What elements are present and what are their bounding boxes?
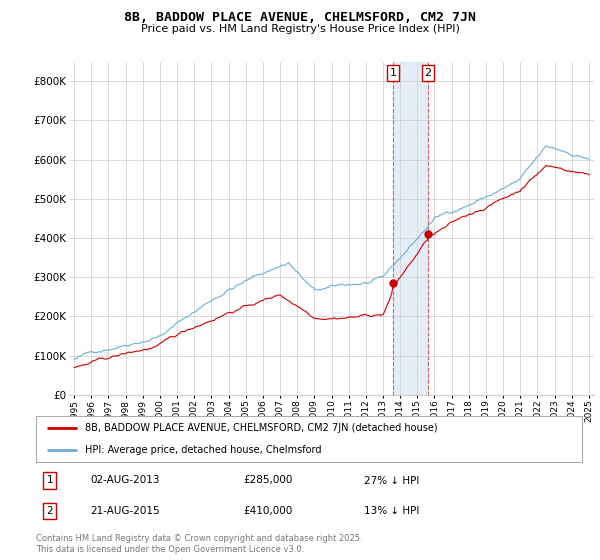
Text: 02-AUG-2013: 02-AUG-2013 [91,475,160,486]
Bar [393,62,428,395]
Text: Contains HM Land Registry data © Crown copyright and database right 2025.
This d: Contains HM Land Registry data © Crown c… [36,534,362,554]
Text: 21-AUG-2015: 21-AUG-2015 [91,506,160,516]
Text: 2: 2 [424,68,431,78]
Text: 27% ↓ HPI: 27% ↓ HPI [364,475,419,486]
Text: 1: 1 [389,68,397,78]
Text: £410,000: £410,000 [244,506,293,516]
Text: 2: 2 [46,506,53,516]
Text: HPI: Average price, detached house, Chelmsford: HPI: Average price, detached house, Chel… [85,445,322,455]
Text: Price paid vs. HM Land Registry's House Price Index (HPI): Price paid vs. HM Land Registry's House … [140,24,460,34]
Text: 8B, BADDOW PLACE AVENUE, CHELMSFORD, CM2 7JN (detached house): 8B, BADDOW PLACE AVENUE, CHELMSFORD, CM2… [85,423,438,433]
Text: £285,000: £285,000 [244,475,293,486]
FancyBboxPatch shape [36,416,582,462]
Text: 1: 1 [46,475,53,486]
Text: 8B, BADDOW PLACE AVENUE, CHELMSFORD, CM2 7JN: 8B, BADDOW PLACE AVENUE, CHELMSFORD, CM2… [124,11,476,24]
Text: 13% ↓ HPI: 13% ↓ HPI [364,506,419,516]
